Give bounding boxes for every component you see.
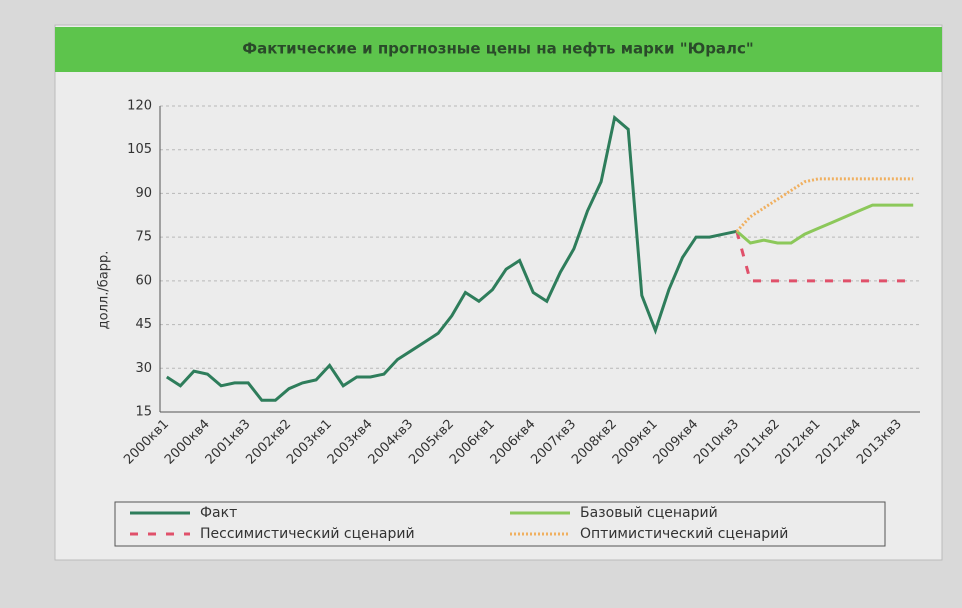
y-tick-label: 120 [127, 99, 152, 114]
y-tick-label: 105 [127, 142, 152, 157]
y-axis-label: долл./барр. [97, 251, 112, 330]
legend-box [114, 501, 886, 547]
legend-label: Пессимистический сценарий [200, 526, 415, 542]
y-tick-label: 75 [135, 230, 152, 245]
chart-panel [54, 24, 943, 561]
y-tick-label: 45 [135, 317, 152, 332]
y-tick-label: 30 [135, 361, 152, 376]
title-band [55, 27, 942, 72]
y-tick-label: 60 [135, 273, 152, 288]
series-line [735, 230, 914, 283]
y-tick-label: 90 [135, 186, 152, 201]
series-line [735, 203, 914, 245]
series-line [165, 114, 738, 402]
legend-label: Факт [200, 505, 237, 521]
y-tick-label: 15 [135, 405, 152, 420]
legend-label: Базовый сценарий [580, 505, 718, 521]
legend-label: Оптимистический сценарий [580, 526, 788, 542]
series-line [735, 177, 914, 233]
chart-title: Фактические и прогнозные цены на нефть м… [242, 40, 754, 58]
